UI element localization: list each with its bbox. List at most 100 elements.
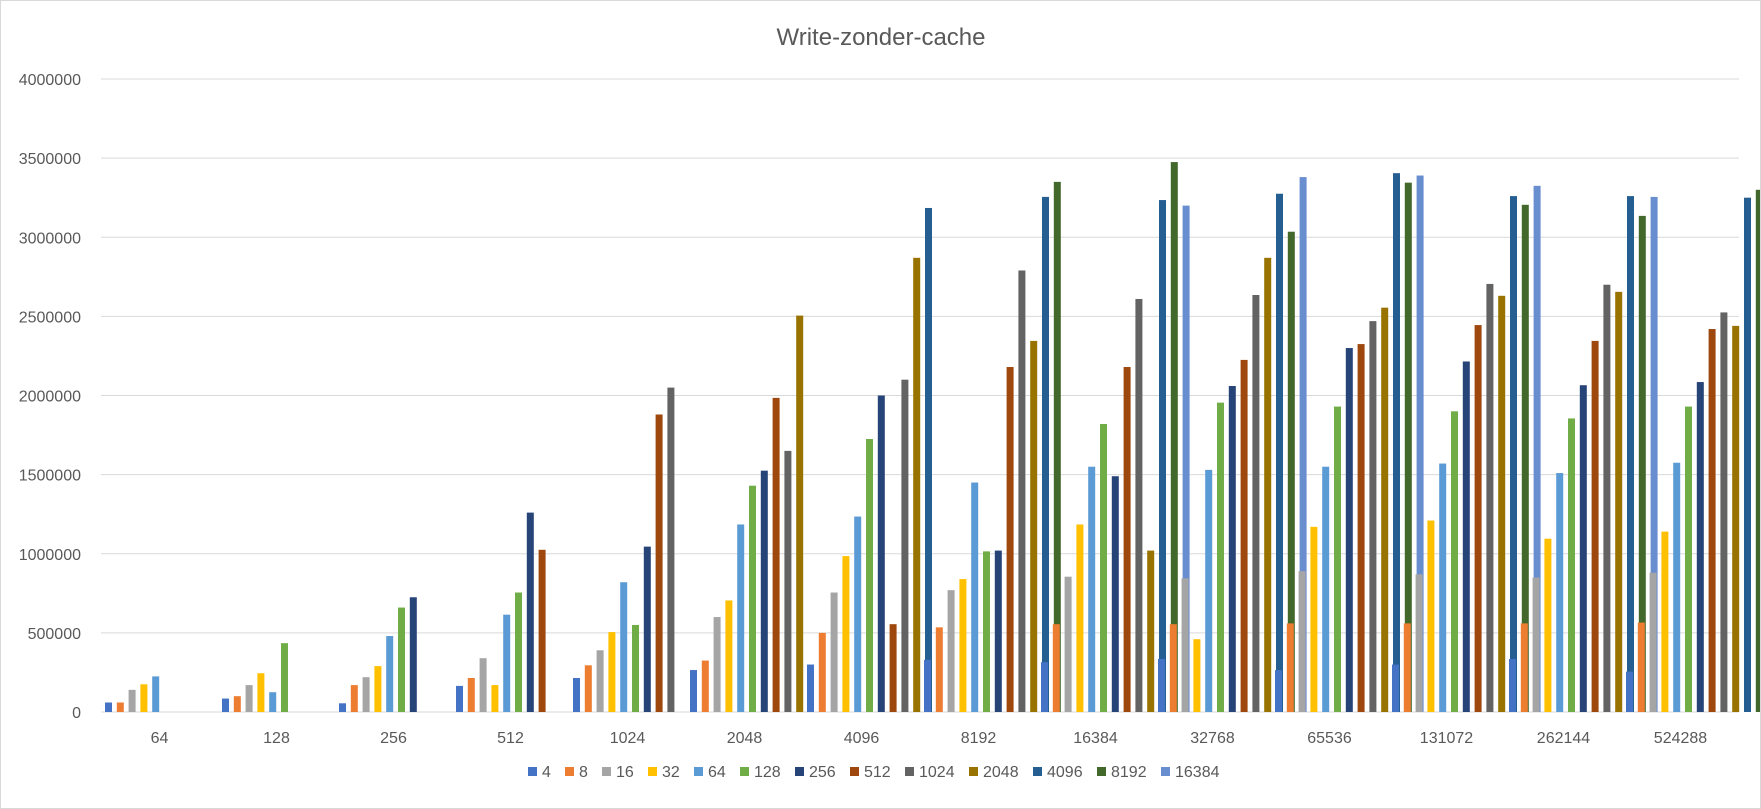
legend-label: 4 [542, 764, 551, 781]
bar [1369, 321, 1377, 712]
bars [105, 162, 1760, 713]
bar [1357, 344, 1365, 712]
bar [725, 600, 733, 712]
bar [889, 624, 897, 712]
bar [1649, 572, 1657, 712]
bar [1041, 662, 1048, 712]
bar [1627, 196, 1634, 713]
bar [1076, 524, 1084, 712]
legend-item: 64 [694, 764, 726, 781]
legend-label: 2048 [983, 764, 1019, 781]
bar [1240, 359, 1248, 712]
legend-swatch [1161, 767, 1170, 776]
y-tick-label: 3000000 [19, 230, 81, 247]
bar [701, 660, 709, 712]
bar [1626, 671, 1633, 712]
y-tick-label: 1000000 [19, 547, 81, 564]
legend-label: 8 [579, 764, 588, 781]
y-tick-label: 2000000 [19, 389, 81, 406]
bar [1193, 639, 1201, 712]
bar [1170, 162, 1178, 713]
x-tick-label: 512 [497, 730, 524, 747]
bar [1509, 658, 1516, 712]
bar [1228, 386, 1236, 712]
bar [983, 551, 990, 712]
bar [1498, 295, 1506, 712]
bar [971, 482, 979, 712]
bar [1147, 550, 1155, 712]
bar [233, 696, 241, 712]
x-tick-label: 32768 [1190, 730, 1235, 747]
bar [1603, 284, 1611, 712]
bar [1275, 670, 1282, 712]
bar [643, 546, 651, 712]
bar [1298, 571, 1306, 712]
bar [1276, 193, 1283, 712]
legend-swatch [648, 767, 657, 776]
bar [1381, 307, 1389, 712]
legend-item: 512 [850, 764, 891, 781]
bar [925, 207, 932, 712]
bar [1403, 623, 1411, 712]
legend-label: 512 [864, 764, 891, 781]
bar [1100, 423, 1107, 712]
x-axis-ticks: 64 128 256 512 1024 2048 4096 8192 16384 32768 655… [151, 730, 1708, 747]
bar [1287, 231, 1295, 712]
y-tick-label: 0 [72, 705, 81, 722]
bar [152, 676, 160, 712]
x-tick-label: 2048 [727, 730, 763, 747]
legend-label: 128 [754, 764, 781, 781]
bar [573, 677, 580, 712]
legend-swatch [1033, 767, 1042, 776]
legend-item: 8192 [1097, 764, 1147, 781]
bar [1637, 622, 1645, 712]
legend-label: 8192 [1111, 764, 1147, 781]
bar [362, 677, 370, 712]
bar [1744, 197, 1751, 712]
bar [538, 549, 546, 712]
legend-swatch [795, 767, 804, 776]
bar [1030, 340, 1038, 712]
bar [632, 624, 639, 712]
bar [1018, 270, 1026, 712]
y-tick-label: 4000000 [19, 72, 81, 89]
bar [1042, 196, 1049, 713]
legend-swatch [850, 767, 859, 776]
bar [1111, 476, 1119, 712]
x-tick-label: 64 [151, 730, 169, 747]
bar [456, 685, 463, 712]
bar [350, 685, 358, 712]
bar [1510, 196, 1517, 713]
bar [901, 379, 909, 712]
bar [1638, 215, 1646, 713]
x-tick-label: 16384 [1073, 730, 1118, 747]
bar [1696, 382, 1704, 712]
bar [1427, 520, 1435, 712]
bar [1462, 361, 1470, 712]
bar [749, 485, 756, 712]
bar [1310, 526, 1318, 712]
x-tick-label: 1024 [610, 730, 646, 747]
bar [713, 617, 721, 712]
legend-label: 16 [616, 764, 634, 781]
legend-item: 4096 [1033, 764, 1083, 781]
bar [1451, 411, 1458, 712]
bar [959, 579, 967, 712]
legend-item: 1024 [905, 764, 955, 781]
bar [105, 702, 112, 712]
legend-item: 2048 [969, 764, 1019, 781]
bar [818, 632, 826, 712]
bar [655, 414, 663, 712]
bar [784, 450, 792, 712]
x-tick-label: 262144 [1537, 730, 1590, 747]
bar [994, 550, 1002, 712]
bar [398, 607, 405, 712]
bar [877, 395, 885, 712]
bar [1252, 295, 1260, 712]
x-tick-label: 524288 [1654, 730, 1707, 747]
legend: 4 8 16 32 64 128 256 512 1024 2048 4096 8192 16384 [528, 764, 1220, 781]
bar [1532, 577, 1540, 712]
bar [807, 664, 814, 712]
bar [1579, 385, 1587, 712]
